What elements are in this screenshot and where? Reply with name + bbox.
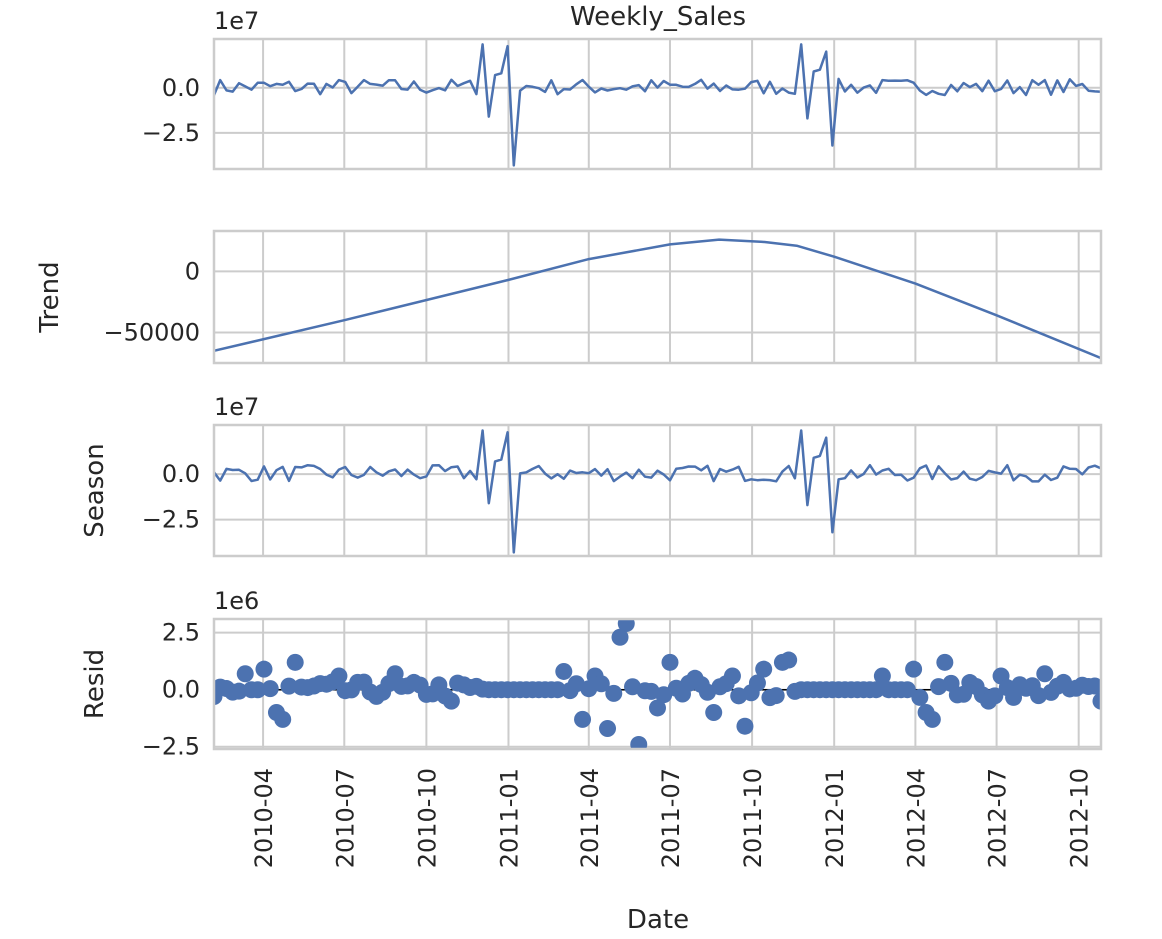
panel-frame	[212, 617, 1103, 751]
x-tick-label: 2012-10	[1066, 768, 1094, 868]
panel-frame	[212, 229, 1103, 365]
resid-point	[736, 717, 754, 735]
resid-point	[649, 699, 666, 717]
resid-point	[549, 681, 567, 699]
resid-point	[1036, 665, 1054, 683]
chart-title: Weekly_Sales	[570, 2, 746, 32]
resid-point	[723, 667, 741, 685]
resid-point	[330, 667, 348, 685]
resid-point	[442, 692, 460, 710]
resid-point	[592, 675, 610, 693]
resid-point	[705, 704, 723, 722]
offset-text: 1e6	[214, 587, 259, 615]
resid-point	[748, 674, 766, 692]
resid-point	[236, 665, 254, 683]
y-axis-label: Trend	[35, 261, 65, 333]
y-tick-label: −2.5	[142, 733, 200, 761]
resid-point	[249, 681, 267, 699]
resid-point	[936, 653, 954, 671]
trend-line	[214, 238, 1101, 360]
panel-frame	[212, 37, 1103, 171]
y-tick-label: 0	[185, 257, 200, 285]
y-tick-label: 0.0	[162, 676, 200, 704]
x-tick-label: 2012-07	[984, 768, 1012, 868]
resid-point	[661, 653, 679, 671]
panels: 0.0 −2.5 1e7 0 −50000 Trend 0.0 −2.5 1e7 Season 2.…	[35, 7, 1103, 761]
resid-point	[574, 710, 592, 728]
resid-point	[261, 680, 279, 698]
x-tick-label: 2012-04	[902, 768, 930, 868]
x-axis: 2010-04 2010-07 2010-10 2011-01 2011-04 2011-…	[250, 768, 1094, 868]
panel-resid: 2.5 0.0 −2.5 1e6 Resid	[80, 587, 1103, 761]
x-tick-label: 2011-10	[739, 768, 767, 868]
series-trend	[214, 238, 1101, 360]
x-tick-label: 2012-01	[821, 768, 849, 868]
resid-point	[911, 688, 929, 706]
y-tick-label: 0.0	[162, 74, 200, 102]
resid-point	[873, 667, 891, 685]
panel-observed: 0.0 −2.5 1e7	[142, 7, 1103, 171]
x-tick-label: 2011-04	[576, 768, 604, 868]
resid-point	[755, 660, 773, 678]
resid-point	[255, 660, 273, 678]
resid-point	[630, 735, 648, 749]
resid-point	[617, 619, 635, 633]
panel-trend: 0 −50000 Trend	[35, 229, 1103, 365]
y-tick-label: −50000	[104, 318, 200, 346]
y-tick-label: −2.5	[142, 506, 200, 534]
panel-seasonal: 0.0 −2.5 1e7 Season	[80, 393, 1103, 558]
y-tick-label: −2.5	[142, 119, 200, 147]
resid-point	[1086, 677, 1101, 695]
seasonal-line	[214, 429, 1101, 554]
x-tick-label: 2011-01	[495, 768, 523, 868]
series-observed	[214, 43, 1101, 167]
offset-text: 1e7	[214, 7, 259, 35]
x-tick-label: 2010-04	[250, 768, 278, 868]
x-tick-label: 2011-07	[657, 768, 685, 868]
resid-point	[555, 662, 573, 680]
resid-point	[1092, 692, 1101, 710]
resid-point	[1005, 688, 1023, 706]
resid-point	[767, 687, 785, 705]
y-axis-label: Resid	[80, 649, 110, 719]
resid-point	[780, 651, 798, 669]
resid-point	[655, 686, 673, 704]
x-tick-label: 2010-10	[413, 768, 441, 868]
resid-point	[905, 660, 923, 678]
series-resid	[214, 619, 1101, 749]
resid-point	[286, 653, 304, 671]
resid-point	[898, 681, 916, 699]
resid-point	[274, 710, 292, 728]
resid-point	[386, 665, 404, 683]
y-tick-label: 2.5	[162, 619, 200, 647]
resid-point	[230, 682, 248, 700]
series-seasonal	[214, 429, 1101, 554]
resid-point	[280, 677, 298, 695]
y-axis-label: Season	[80, 443, 110, 537]
resid-point	[986, 687, 1004, 705]
resid-point	[923, 710, 941, 728]
x-tick-label: 2010-07	[331, 768, 359, 868]
resid-point	[599, 719, 617, 737]
panel-frame	[212, 423, 1103, 558]
resid-point	[867, 681, 885, 699]
resid-point	[605, 684, 623, 702]
observed-line	[214, 43, 1101, 167]
resid-point	[611, 628, 629, 646]
y-tick-label: 0.0	[162, 460, 200, 488]
x-axis-label: Date	[627, 905, 689, 935]
offset-text: 1e7	[214, 393, 259, 421]
